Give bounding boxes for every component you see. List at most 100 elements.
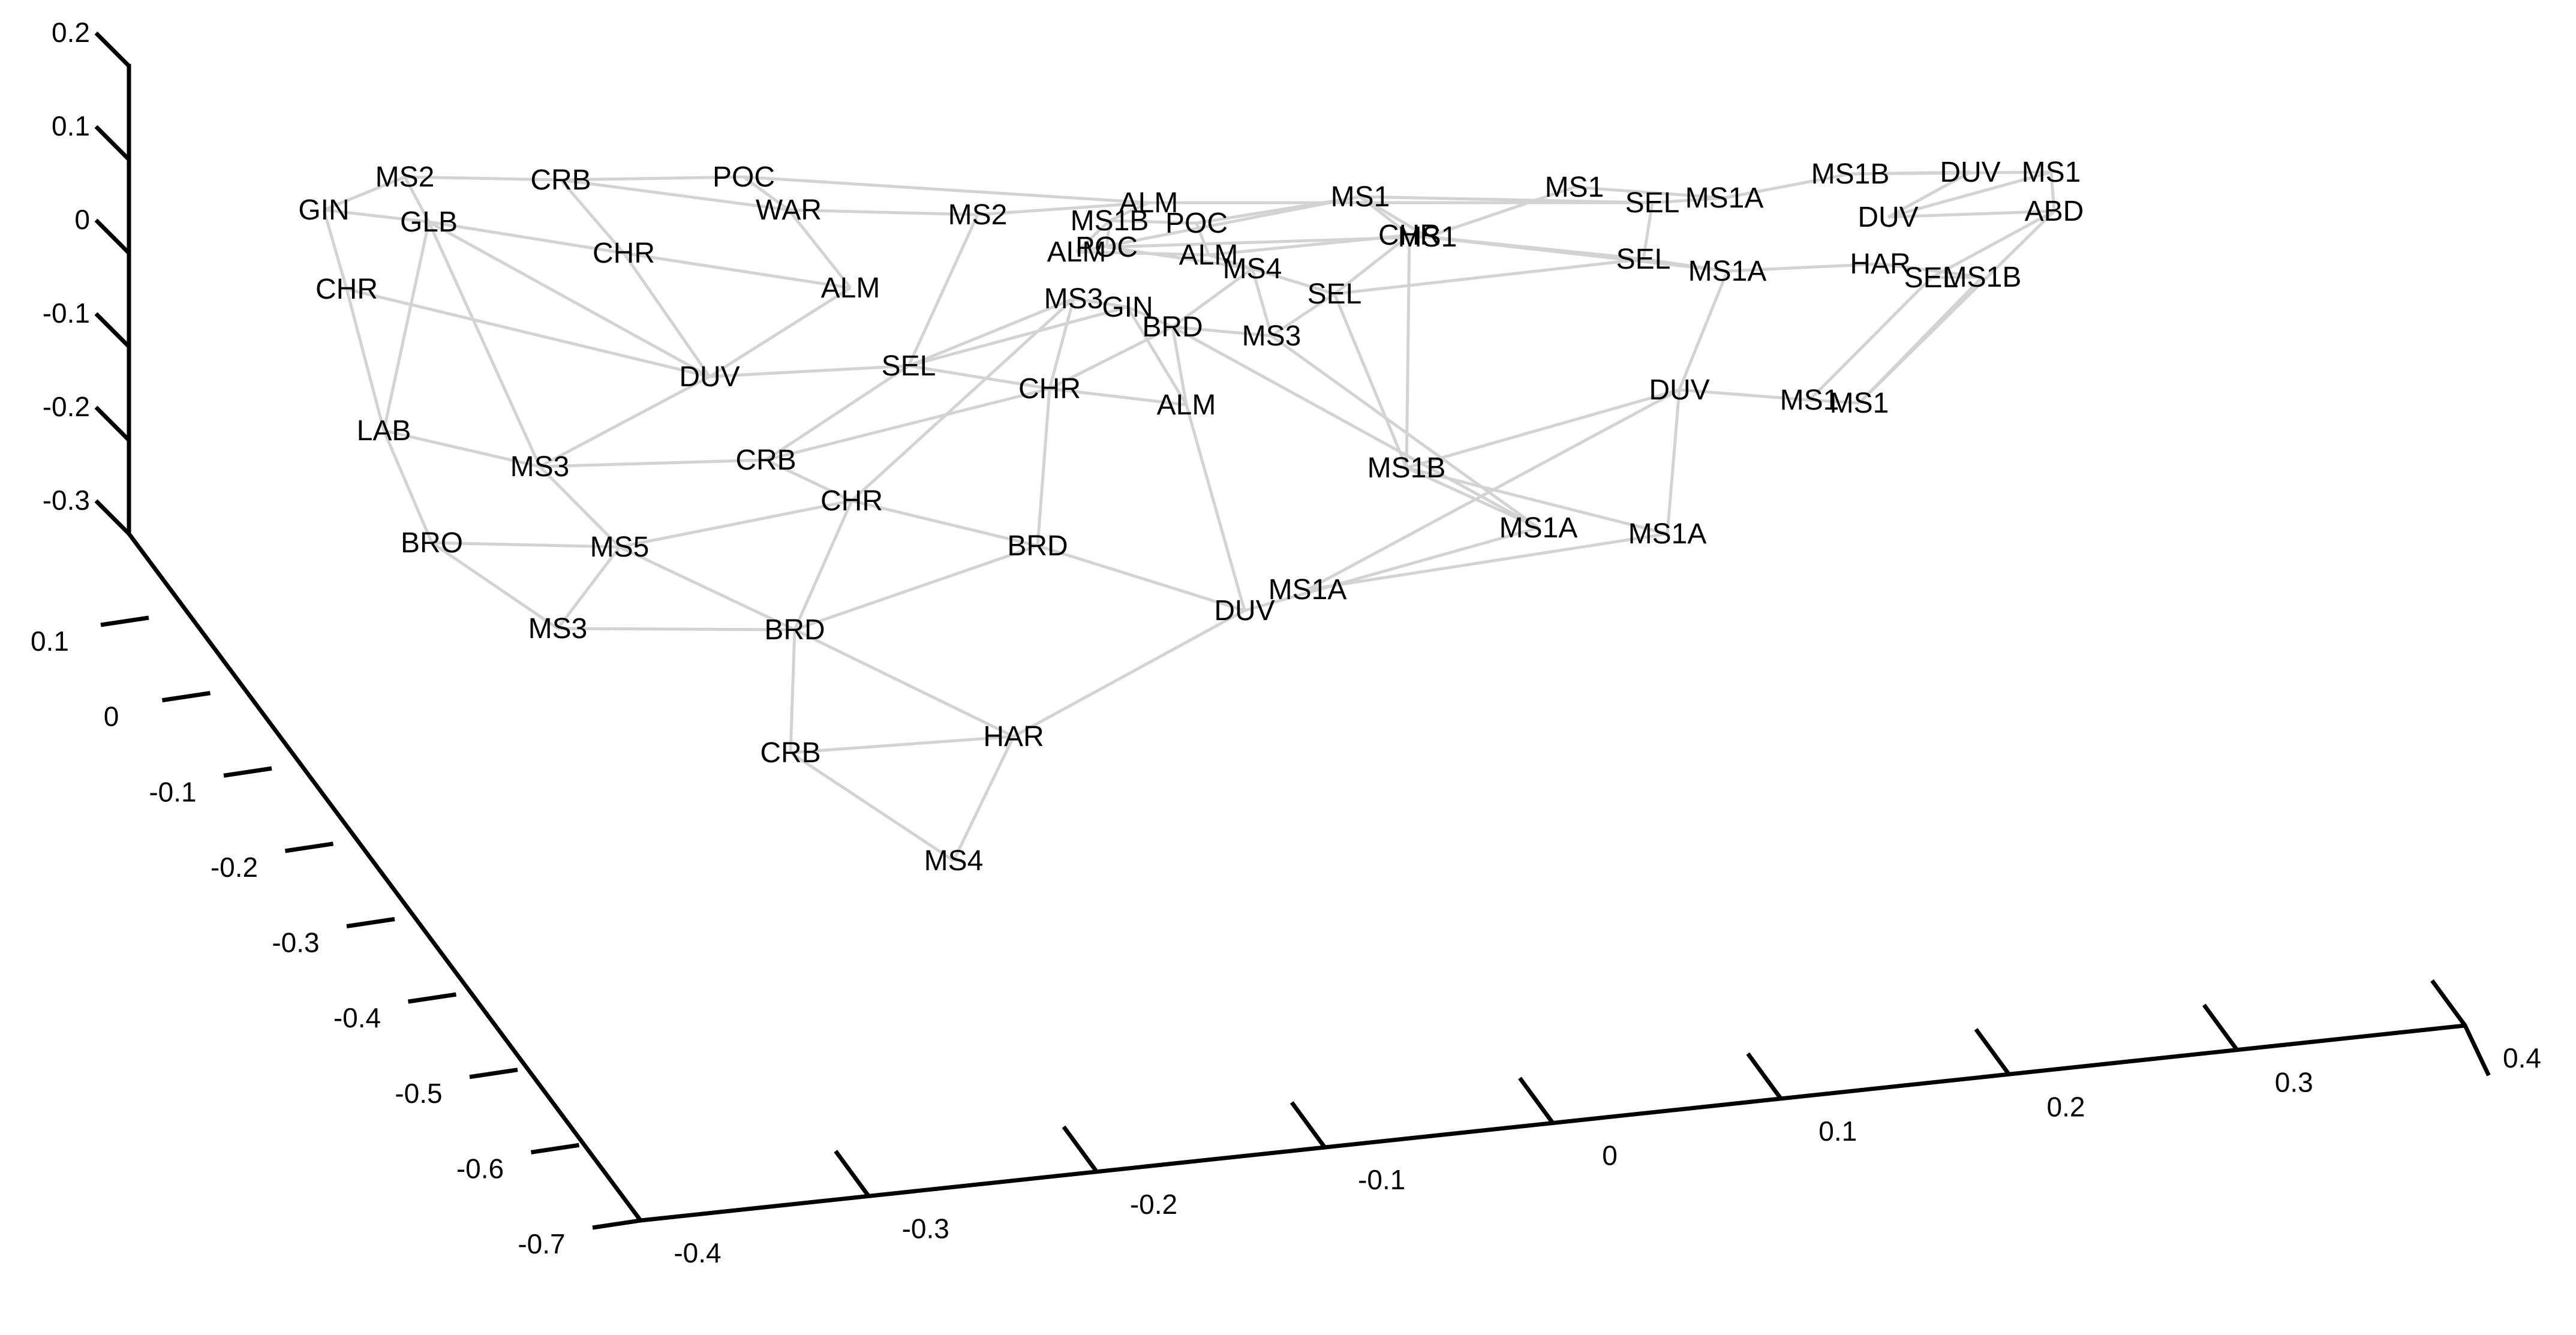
node-label: ALM [1157, 389, 1216, 421]
node-label: WAR [756, 194, 822, 226]
z-axis-tick-label: -0.2 [43, 391, 90, 422]
network-edge [1850, 170, 2052, 176]
network-edge [2049, 172, 2056, 212]
network-edge [1075, 220, 1111, 253]
network-edge [1931, 275, 1983, 279]
network-edge [743, 175, 1149, 205]
node-label: ALM [821, 272, 880, 304]
network-edge [323, 175, 405, 212]
network-edge [1887, 170, 2052, 219]
network-edge [539, 375, 711, 468]
network-edge [404, 175, 561, 182]
node-label: CHR [820, 485, 883, 517]
y-axis-tick [161, 691, 211, 703]
network-edge [1405, 234, 1411, 468]
node-label: MS1 [2022, 157, 2081, 188]
network-edge [789, 629, 796, 753]
network-edge [1012, 609, 1246, 738]
node-label: BRD [764, 614, 825, 646]
network-edge [708, 286, 852, 378]
z-axis-tick [94, 312, 131, 348]
x-axis-tick-label: -0.1 [1358, 1164, 1405, 1195]
network-edge [977, 201, 1149, 217]
node-label: ALM [1047, 236, 1107, 268]
node-label: ALM [1179, 239, 1239, 271]
node-label: MS2 [375, 161, 435, 193]
x-axis-tick-label: 0.3 [2275, 1067, 2313, 1098]
network-edge [431, 541, 559, 630]
network-edge [1076, 250, 1209, 257]
z-axis-tick-label: -0.3 [43, 485, 90, 516]
node-label: SEL [1307, 278, 1362, 310]
network-edge [431, 541, 620, 549]
network-edge [1106, 245, 1253, 270]
z-axis-line [127, 64, 2491, 1223]
node-label: BRD [1007, 530, 1068, 562]
node-label: LAB [357, 415, 411, 447]
network-edge [403, 176, 431, 223]
x-axis-tick [1289, 1101, 1327, 1149]
node-label: MS5 [590, 531, 650, 563]
network-edge [1858, 210, 2055, 404]
network-edge [1307, 532, 1668, 591]
network-edge [1334, 257, 1644, 296]
network-edge [709, 364, 909, 378]
z-axis-tick [94, 405, 131, 442]
z-axis-tick [94, 499, 131, 536]
node-label: BRO [401, 527, 463, 559]
node-label: MS1B [1367, 452, 1446, 484]
node-label: MS4 [924, 845, 984, 877]
network-edge [1106, 235, 1428, 249]
z-axis-tick-label: 0.1 [52, 110, 90, 142]
network-edge [1333, 293, 1408, 468]
node-label: CRB [735, 444, 796, 476]
network-edge [765, 458, 853, 503]
network-edge [743, 175, 790, 212]
node-label: SEL [882, 350, 936, 382]
y-axis-tick-label: -0.1 [149, 776, 196, 807]
network-edge [1666, 389, 1681, 534]
network-edge [1427, 185, 1575, 239]
network-edge [560, 179, 625, 254]
z-axis-tick [94, 125, 131, 161]
network-edge [1727, 262, 1881, 273]
x-axis-tick [1974, 1028, 2011, 1076]
node-label: DUV [679, 361, 740, 393]
node-label: ALM [1119, 187, 1179, 219]
x-axis-tick-label: -0.2 [1130, 1189, 1177, 1220]
network-edge [908, 364, 1050, 390]
x-axis-tick-label: 0.2 [2047, 1091, 2085, 1122]
network-edge [619, 499, 852, 549]
network-edge [1574, 185, 1725, 200]
network-edge [618, 545, 796, 632]
network-edge [1196, 195, 1361, 225]
node-label: MS4 [1223, 253, 1282, 285]
network-edge [322, 209, 348, 290]
network-edge [1036, 388, 1051, 546]
node-label: CRB [530, 164, 591, 196]
network-edge [1678, 270, 1729, 390]
network-edge [794, 544, 1038, 632]
z-axis-tick-label: 0.2 [52, 17, 90, 48]
node-label: POC [1165, 208, 1228, 239]
z-axis-tick-label: -0.1 [43, 297, 90, 329]
node-label: POC [1075, 231, 1138, 263]
network-edge [787, 209, 852, 289]
x-axis-tick [2430, 979, 2467, 1027]
network-edge [793, 628, 1015, 738]
x-axis-tick-label: -0.3 [902, 1213, 949, 1244]
network-edge [1887, 209, 2055, 219]
network-edge [539, 458, 767, 468]
network-edge [1409, 233, 1728, 273]
node-label: MS3 [1044, 283, 1104, 315]
node-label: GLB [400, 206, 458, 238]
network-edge [765, 364, 910, 462]
node-label: MS1B [1811, 158, 1890, 190]
node-label: POC [713, 161, 775, 193]
tick-layer: 0.2 0.1 0 -0.1 -0.2 -0.3 0.1 0 -0.1 -0.2 -0.3 -0.4 -… [31, 17, 2541, 1268]
network-edge [1126, 305, 1174, 329]
axes-layer [127, 64, 2491, 1223]
y-axis-tick-label: -0.2 [211, 852, 258, 883]
y-axis-tick [407, 992, 457, 1004]
